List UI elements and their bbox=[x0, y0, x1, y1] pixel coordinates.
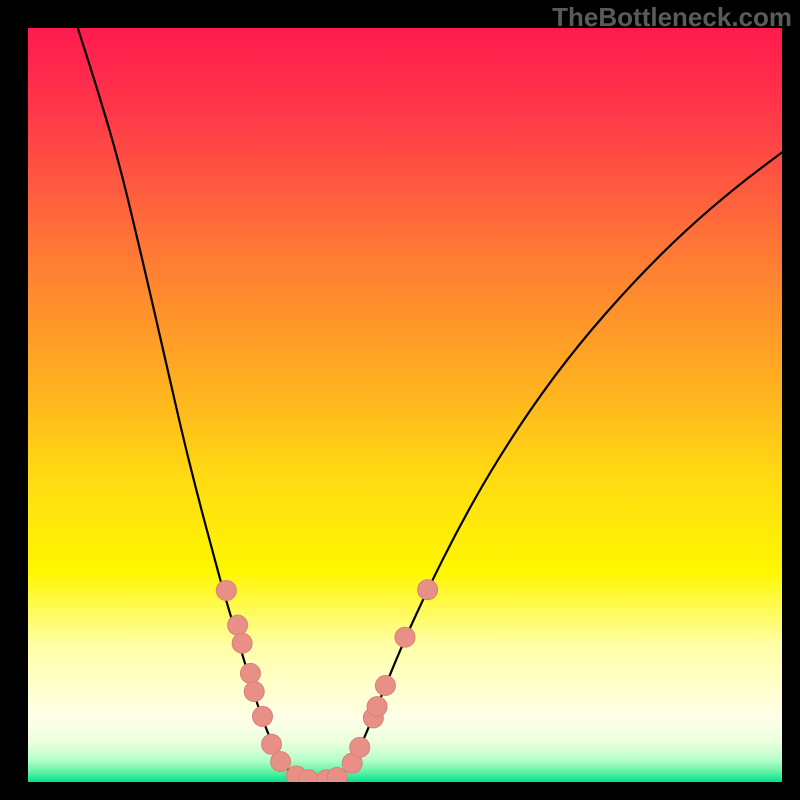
data-marker bbox=[375, 675, 395, 695]
plot-area bbox=[28, 28, 782, 782]
data-marker bbox=[367, 697, 387, 717]
watermark-text: TheBottleneck.com bbox=[552, 2, 792, 33]
chart-frame: TheBottleneck.com bbox=[0, 0, 800, 800]
data-marker bbox=[252, 706, 272, 726]
data-marker bbox=[395, 627, 415, 647]
data-marker bbox=[228, 615, 248, 635]
data-marker bbox=[232, 633, 252, 653]
data-marker bbox=[244, 682, 264, 702]
data-marker bbox=[271, 752, 291, 772]
curve-layer bbox=[28, 28, 782, 782]
data-marker bbox=[216, 580, 236, 600]
data-marker bbox=[240, 663, 260, 683]
data-marker bbox=[418, 580, 438, 600]
data-marker bbox=[262, 734, 282, 754]
bottleneck-curve bbox=[78, 28, 782, 778]
data-marker bbox=[350, 737, 370, 757]
